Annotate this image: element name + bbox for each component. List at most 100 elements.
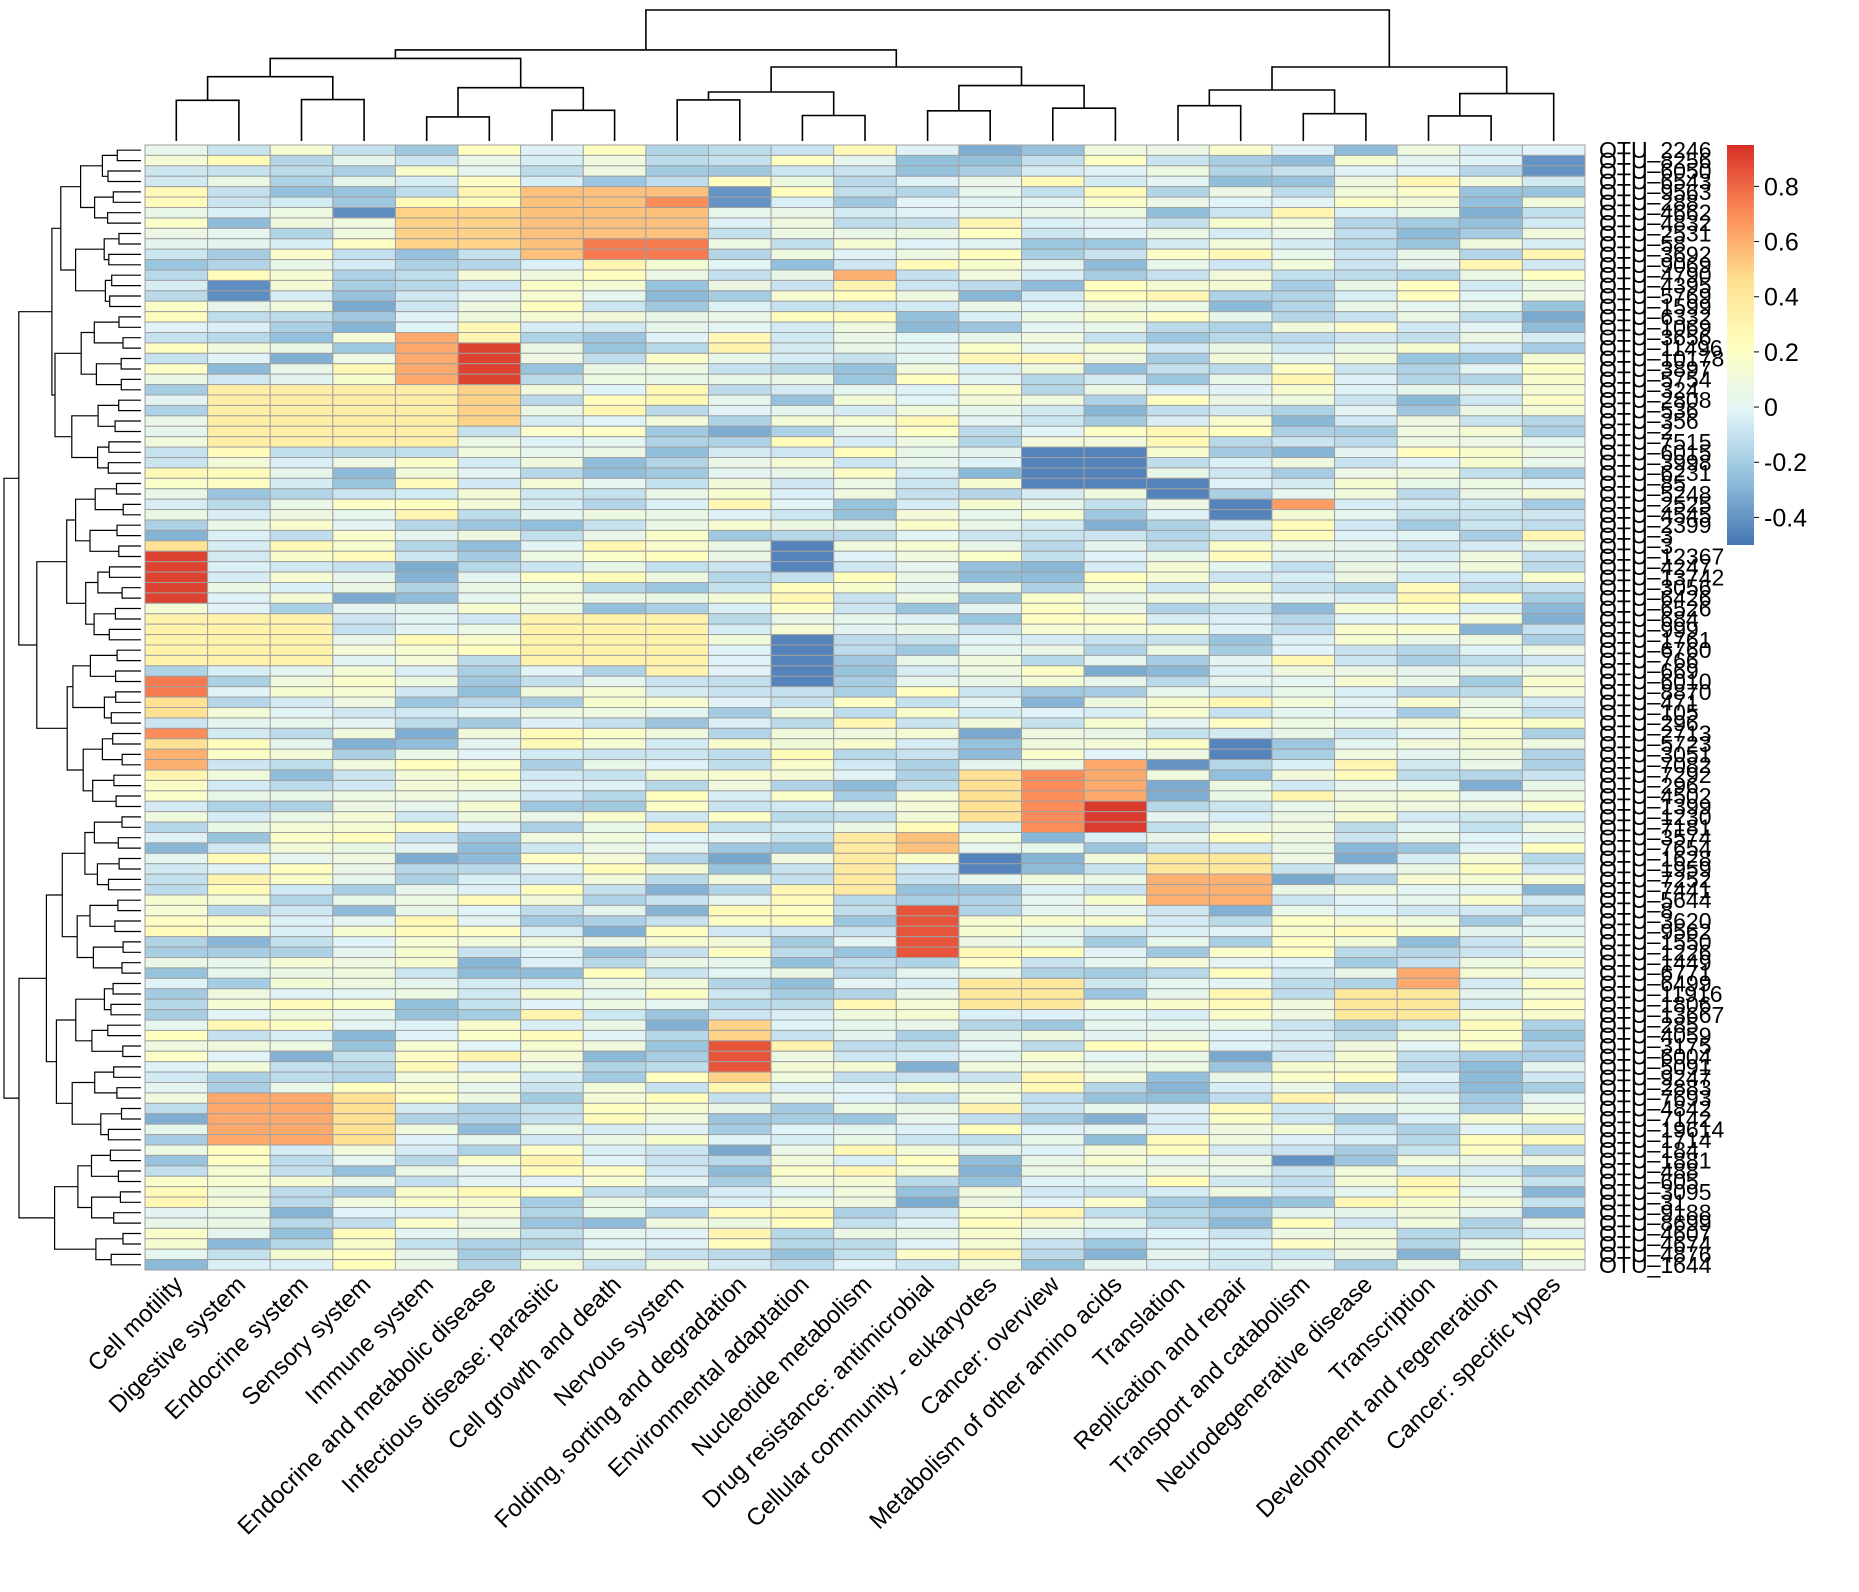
heatmap-cell bbox=[207, 279, 271, 292]
heatmap-cell bbox=[707, 154, 772, 167]
dendrogram-branch bbox=[110, 1259, 141, 1266]
heatmap-cell bbox=[1083, 571, 1148, 584]
heatmap-cell bbox=[582, 717, 647, 729]
dendrogram-branch bbox=[114, 920, 141, 927]
heatmap-cell bbox=[1459, 175, 1523, 188]
heatmap-cell bbox=[144, 1082, 209, 1094]
heatmap-cell bbox=[707, 1102, 772, 1115]
heatmap-cell bbox=[1208, 1259, 1273, 1271]
heatmap-cell bbox=[833, 238, 897, 250]
heatmap-cell bbox=[269, 1154, 334, 1167]
heatmap-cell bbox=[1146, 623, 1210, 636]
heatmap-cell bbox=[457, 1009, 522, 1021]
heatmap-cell bbox=[144, 1165, 209, 1177]
heatmap-cell bbox=[1208, 1175, 1273, 1188]
heatmap-cell bbox=[1334, 946, 1398, 959]
heatmap-cell bbox=[645, 613, 709, 625]
heatmap-cell bbox=[1271, 529, 1336, 542]
dendrogram-branch bbox=[71, 415, 99, 437]
heatmap-cell bbox=[207, 582, 271, 594]
row-label: OTU_5091 bbox=[1599, 1054, 1712, 1080]
heatmap-cell bbox=[207, 1009, 271, 1021]
heatmap-cell bbox=[1083, 790, 1148, 802]
heatmap-cell bbox=[457, 1029, 522, 1042]
heatmap-cell bbox=[770, 821, 835, 834]
heatmap-cell bbox=[394, 988, 459, 1000]
heatmap-cell bbox=[457, 977, 522, 990]
heatmap-cell bbox=[1271, 738, 1336, 750]
heatmap-cell bbox=[269, 665, 334, 677]
heatmap-cell bbox=[332, 998, 396, 1011]
heatmap-cell bbox=[958, 227, 1023, 240]
heatmap-cell bbox=[1396, 1217, 1461, 1229]
heatmap-cell bbox=[1521, 509, 1586, 521]
heatmap-cell bbox=[1021, 269, 1085, 281]
heatmap-cell bbox=[582, 1217, 647, 1229]
heatmap-cell bbox=[833, 957, 897, 969]
heatmap-cell bbox=[1083, 811, 1148, 823]
heatmap-cell bbox=[1334, 498, 1398, 511]
heatmap-cell bbox=[1396, 1061, 1461, 1073]
heatmap-cell bbox=[582, 779, 647, 792]
heatmap-cell bbox=[770, 1050, 835, 1063]
dendrogram-branch bbox=[60, 228, 76, 271]
heatmap-cell bbox=[707, 175, 772, 188]
heatmap-cell bbox=[707, 477, 772, 490]
heatmap-cell bbox=[332, 821, 396, 834]
heatmap-cell bbox=[269, 1040, 334, 1052]
heatmap-cell bbox=[582, 248, 647, 261]
heatmap-cell bbox=[1208, 1227, 1273, 1240]
heatmap-cell bbox=[457, 759, 522, 771]
heatmap-cell bbox=[1521, 217, 1586, 229]
heatmap-cell bbox=[1334, 998, 1398, 1011]
heatmap-cell bbox=[582, 509, 647, 521]
heatmap-cell bbox=[520, 696, 584, 709]
heatmap-cell bbox=[645, 477, 709, 490]
heatmap-cell bbox=[1208, 248, 1273, 261]
heatmap-cell bbox=[833, 404, 897, 417]
heatmap-cell bbox=[144, 1196, 209, 1208]
heatmap-cell bbox=[707, 311, 772, 323]
heatmap-cell bbox=[833, 675, 897, 688]
heatmap-cell bbox=[1271, 1092, 1336, 1104]
heatmap-cell bbox=[645, 311, 709, 323]
dendrogram-branch bbox=[97, 457, 109, 469]
heatmap-cell bbox=[457, 1113, 522, 1125]
heatmap-cell bbox=[394, 1082, 459, 1094]
heatmap-cell bbox=[1021, 842, 1085, 854]
heatmap-cell bbox=[1396, 915, 1461, 927]
heatmap-cell bbox=[1334, 1029, 1398, 1042]
heatmap-cell bbox=[1021, 436, 1085, 448]
heatmap-cell bbox=[1459, 509, 1523, 521]
heatmap-cell bbox=[394, 592, 459, 604]
heatmap-cell bbox=[207, 186, 271, 198]
heatmap-cell bbox=[770, 342, 835, 354]
heatmap-cell bbox=[1083, 394, 1148, 406]
row-label: OTU_6426 bbox=[1599, 585, 1712, 611]
heatmap-cell bbox=[1396, 654, 1461, 667]
heatmap-cell bbox=[1271, 1175, 1336, 1188]
heatmap-cell bbox=[582, 613, 647, 625]
heatmap-cell bbox=[269, 509, 334, 521]
heatmap-cell bbox=[394, 779, 459, 792]
heatmap-cell bbox=[207, 884, 271, 896]
heatmap-cell bbox=[1083, 613, 1148, 625]
row-label: OTU_999 bbox=[1599, 616, 1699, 642]
dendrogram-branch bbox=[112, 191, 141, 198]
heatmap-cell bbox=[520, 540, 584, 552]
dendrogram-branch bbox=[116, 1092, 141, 1099]
heatmap-cell bbox=[332, 467, 396, 479]
heatmap-cell bbox=[144, 967, 209, 979]
heatmap-cell bbox=[269, 425, 334, 438]
heatmap-cell bbox=[1146, 873, 1210, 886]
heatmap-cell bbox=[1459, 1144, 1523, 1156]
heatmap-cell bbox=[457, 248, 522, 261]
heatmap-cell bbox=[1208, 1154, 1273, 1167]
heatmap-cell bbox=[582, 665, 647, 677]
heatmap-cell bbox=[457, 540, 522, 552]
heatmap-cell bbox=[582, 977, 647, 990]
heatmap-cell bbox=[269, 1029, 334, 1042]
heatmap-cell bbox=[1334, 509, 1398, 521]
heatmap-cell bbox=[707, 373, 772, 386]
heatmap-cell bbox=[1083, 894, 1148, 906]
